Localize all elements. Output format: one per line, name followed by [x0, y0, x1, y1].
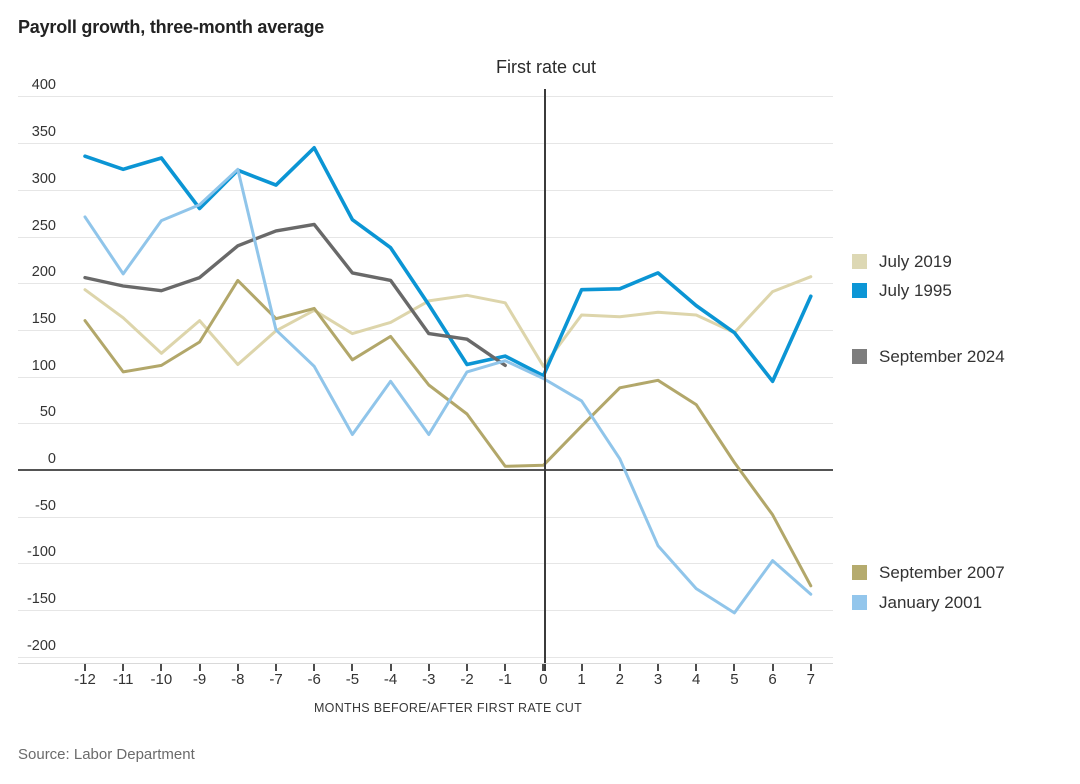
legend-label-september-2024: September 2024: [879, 347, 1005, 366]
x-axis-tick: [618, 663, 621, 671]
y-tick-label: -150: [26, 591, 56, 608]
x-axis-tick: [504, 663, 507, 671]
gridline: [18, 283, 833, 285]
y-tick-label: 150: [31, 310, 56, 327]
y-tick-label: -100: [26, 544, 56, 561]
x-axis-tick: [275, 663, 277, 671]
x-axis-tick: [198, 663, 201, 671]
x-tick-label: -5: [345, 671, 360, 688]
x-tick-label: 1: [577, 671, 586, 688]
y-tick-label: 200: [31, 264, 56, 281]
x-axis-baseline: [18, 663, 833, 664]
y-tick-label: 400: [31, 77, 56, 94]
series-line-january-2001: [83, 167, 813, 615]
x-tick-label: 6: [768, 671, 777, 688]
legend-label-september-2007: September 2007: [879, 563, 1005, 582]
x-axis-tick: [542, 663, 545, 671]
gridline: [18, 376, 833, 378]
x-tick-label: 4: [692, 671, 701, 688]
x-tick-label: 3: [653, 671, 663, 688]
x-axis-tick: [389, 663, 392, 671]
zero-gridline: [18, 469, 833, 471]
x-tick-label: -8: [231, 671, 245, 688]
series-line-july-2019: [83, 275, 813, 368]
y-tick-label: -200: [26, 637, 56, 654]
legend-swatch-july-1995: [852, 283, 867, 298]
x-axis-caption: MONTHS BEFORE/AFTER FIRST RATE CUT: [313, 701, 583, 715]
x-axis-tick: [427, 663, 430, 671]
x-tick-label: -12: [74, 671, 96, 688]
gridline: [18, 656, 833, 658]
x-axis-tick: [466, 663, 468, 671]
x-tick-label: -6: [307, 671, 321, 688]
series-line-september-2024: [83, 222, 507, 368]
x-tick-label: -7: [269, 671, 283, 688]
chart-title: Payroll growth, three-month average: [18, 17, 325, 37]
x-axis-tick: [313, 663, 316, 671]
y-tick-label: 100: [31, 357, 56, 374]
y-tick-label: 250: [31, 217, 56, 234]
legend-swatch-july-2019: [852, 254, 867, 269]
first-rate-cut-line: [544, 89, 546, 671]
legend-label-january-2001: January 2001: [879, 593, 983, 612]
x-axis-tick: [657, 663, 659, 671]
gridline: [18, 189, 833, 191]
x-tick-label: 2: [615, 671, 624, 688]
legend-swatch-january-2001: [852, 595, 867, 610]
x-tick-label: 7: [806, 671, 815, 688]
gridline: [18, 96, 833, 98]
legend-swatch-september-2007: [852, 565, 867, 580]
y-tick-label: 0: [47, 451, 56, 467]
x-tick-label: 0: [539, 671, 548, 688]
x-axis-tick: [122, 663, 125, 671]
y-tick-label: 50: [39, 404, 56, 421]
series-line-september-2007: [83, 278, 813, 588]
series-line-july-1995: [83, 146, 813, 384]
x-axis-tick: [236, 663, 239, 671]
gridline: [18, 143, 833, 145]
legend-label-july-2019: July 2019: [879, 252, 952, 271]
gridline: [18, 236, 833, 238]
gridline: [18, 563, 833, 565]
first-rate-cut-annotation: First rate cut: [495, 57, 597, 77]
x-tick-label: -11: [112, 671, 134, 688]
x-axis-tick: [733, 663, 736, 671]
gridline: [18, 610, 833, 612]
legend-label-july-1995: July 1995: [879, 281, 952, 300]
x-axis-tick: [771, 663, 774, 671]
gridline: [18, 423, 833, 425]
x-axis-tick: [84, 663, 86, 671]
y-tick-label: -50: [35, 497, 56, 514]
x-tick-label: 5: [730, 671, 739, 688]
x-tick-label: -4: [383, 671, 398, 688]
x-axis-tick: [580, 663, 583, 671]
x-tick-label: -3: [422, 671, 436, 688]
x-axis-tick: [160, 663, 163, 671]
y-tick-label: 350: [31, 124, 56, 141]
x-axis-tick: [809, 663, 812, 671]
x-tick-label: -9: [192, 671, 207, 688]
x-tick-label: -1: [498, 671, 512, 688]
x-tick-label: -2: [460, 671, 474, 688]
x-tick-label: -10: [150, 671, 173, 688]
source-note: Source: Labor Department: [18, 746, 195, 763]
y-tick-label: 300: [31, 170, 56, 187]
gridline: [18, 516, 833, 518]
x-axis-tick: [695, 663, 698, 671]
legend-swatch-september-2024: [852, 349, 867, 364]
x-axis-tick: [351, 663, 354, 671]
